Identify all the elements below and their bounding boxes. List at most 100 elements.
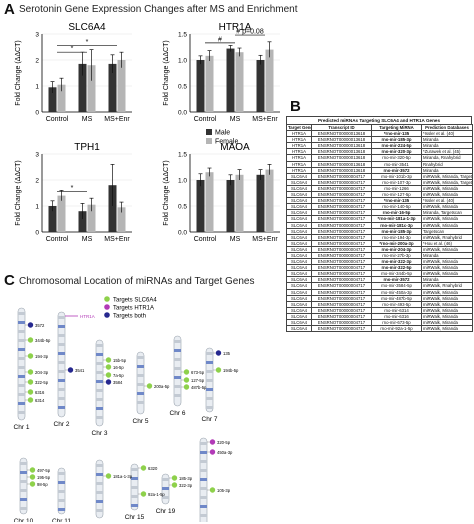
chromosome-band — [200, 442, 207, 445]
cell-transcript-id: ENSRNOT00000004717 — [311, 215, 372, 223]
mirna-marker — [183, 377, 190, 383]
y-tick-label: 1.5 — [178, 152, 187, 159]
y-tick-label: 1.5 — [178, 32, 187, 39]
chromosome-band — [58, 334, 65, 337]
cell-database: miRWalk, Miranda — [421, 300, 473, 308]
bar-male — [226, 180, 235, 232]
mirna-marker — [209, 439, 216, 445]
table-row: SLC6A4 ENSRNOT00000004717 rno-mir-6314 miRW… — [286, 306, 473, 314]
chromosome-label: Chr 10 — [14, 518, 34, 522]
chromosome-band — [200, 478, 207, 481]
cell-transcript-id: ENSRNOT00000004717 — [311, 318, 372, 327]
chromosome-label: Chr 3 — [92, 430, 108, 437]
chromosome-band — [58, 352, 65, 355]
chromosome-band — [58, 499, 65, 502]
panel-a-letter: A — [4, 1, 15, 18]
cell-transcript-id: ENSRNOT00000013618 — [311, 148, 372, 156]
chromosome-band — [58, 316, 65, 319]
table-row: SLC6A4 ENSRNOT00000004717 rno-mir-140-5p mi… — [286, 203, 473, 211]
cell-transcript-id: ENSRNOT00000004717 — [311, 325, 372, 333]
chromosome-band — [137, 374, 144, 377]
cell-transcript-id: ENSRNOT00000004717 — [311, 282, 372, 290]
mirna-marker — [105, 372, 112, 378]
y-tick-label: 3 — [35, 152, 39, 159]
mirna-label: 497-5p — [37, 468, 51, 473]
chromosome-band — [96, 407, 103, 410]
cell-database: miRWalk, Miranda — [421, 318, 473, 327]
chromosome-band — [174, 376, 181, 379]
y-tick-label: 0.5 — [178, 204, 187, 211]
cell-database: miRWalk, Miranda — [421, 191, 473, 199]
chromosome-band — [18, 357, 25, 360]
mirna-marker — [209, 449, 216, 455]
table-row: SLC6A4 ENSRNOT00000004717 rno-mir-107-3p mi… — [286, 178, 473, 186]
mirna-marker — [215, 367, 222, 373]
table-row: SLC6A4 ENSRNOT00000004717 rno-mir-204-3p mi… — [286, 245, 473, 253]
legend-dot — [104, 296, 110, 302]
chromosome-band — [96, 380, 103, 383]
cell-mirna: rno-mir-92a-1-5p — [371, 325, 422, 333]
chromosome-band — [58, 481, 65, 484]
cell-transcript-id: ENSRNOT00000004717 — [311, 258, 372, 266]
bar-male — [226, 48, 235, 112]
chromosome-band — [18, 384, 25, 387]
table-row: SLC6A4 ENSRNOT00000004717 rno-mir-493-5p mi… — [286, 300, 473, 308]
chromosome-band — [174, 367, 181, 370]
table-row: SLC6A4 ENSRNOT00000004717 *rno-mir-181a-1-… — [286, 215, 473, 223]
mirna-marker — [27, 397, 34, 403]
x-tick-label: Control — [46, 116, 69, 123]
mirna-marker — [27, 389, 34, 395]
chromosome-band — [58, 370, 65, 373]
chromosome-band — [162, 496, 169, 499]
chromosome-band — [18, 321, 25, 324]
bar-female — [87, 204, 96, 232]
cell-transcript-id: ENSRNOT00000013618 — [311, 160, 372, 168]
chromosome-band — [18, 375, 25, 378]
mirna-table: Target Gene Transcript ID Targeting MiRN… — [286, 123, 473, 333]
bar-female — [265, 49, 274, 112]
chromosome-band — [96, 389, 103, 392]
legend-female-swatch — [206, 138, 212, 144]
x-tick-label: MS — [82, 116, 93, 123]
chromosome-label: Chr 19 — [156, 508, 176, 515]
mirna-marker — [27, 379, 34, 385]
cell-transcript-id: ENSRNOT00000004717 — [311, 227, 372, 235]
bar-female — [265, 169, 274, 232]
bar-male — [196, 180, 205, 232]
panel-c-title: Chromosomal Location of miRNAs and Targe… — [19, 276, 255, 287]
x-tick-label: Control — [194, 116, 217, 123]
chart-title: TPH1 — [74, 142, 100, 153]
chromosome-band — [20, 498, 27, 501]
table-row: SLC6A4 ENSRNOT00000004717 rno-mir-92a-1-5p… — [286, 325, 473, 333]
chromosome-band — [96, 353, 103, 356]
bar-male — [256, 60, 265, 112]
chromosome-band — [20, 507, 27, 510]
chromosome-chr-19: Chr 19 — [156, 473, 176, 515]
cell-transcript-id: ENSRNOT00000004717 — [311, 221, 372, 229]
cell-transcript-id: ENSRNOT00000004717 — [311, 184, 372, 193]
chromosome-label: Chr 15 — [125, 514, 145, 521]
significance-label: * — [86, 39, 89, 46]
chromosome-band — [200, 487, 207, 490]
chromosome-band — [18, 402, 25, 405]
mirna-label: 3541 — [75, 368, 85, 373]
cell-database: *Hou et al. (46) — [421, 239, 473, 247]
mirna-marker — [105, 357, 112, 363]
chromosome-label: Chr 6 — [170, 410, 186, 417]
chromosome-chr-5: Chr 5 — [133, 351, 149, 425]
cell-database: miRWalk, Miranda — [421, 270, 473, 278]
mirna-label: 673-5p — [191, 370, 205, 375]
cell-transcript-id: ENSRNOT00000004717 — [311, 209, 372, 217]
cell-database: *Issler et al. (40) — [421, 130, 473, 138]
mirna-label: 3584 — [113, 380, 123, 385]
chromosome-band — [96, 500, 103, 503]
cell-transcript-id: ENSRNOT00000013618 — [311, 166, 372, 174]
table-row: SLC6A4 ENSRNOT00000004717 rno-mir-1266 miRW… — [286, 184, 473, 193]
cell-database: miRWalk, Miranda — [421, 306, 473, 314]
mirna-label: 322-5p — [35, 380, 49, 385]
chromosome-band — [58, 406, 65, 409]
chromosome-label: Chr 2 — [54, 421, 70, 428]
chromosome-band — [18, 348, 25, 351]
cell-database: miRWalk, Miranda — [421, 294, 473, 302]
chromosome-band — [18, 411, 25, 414]
